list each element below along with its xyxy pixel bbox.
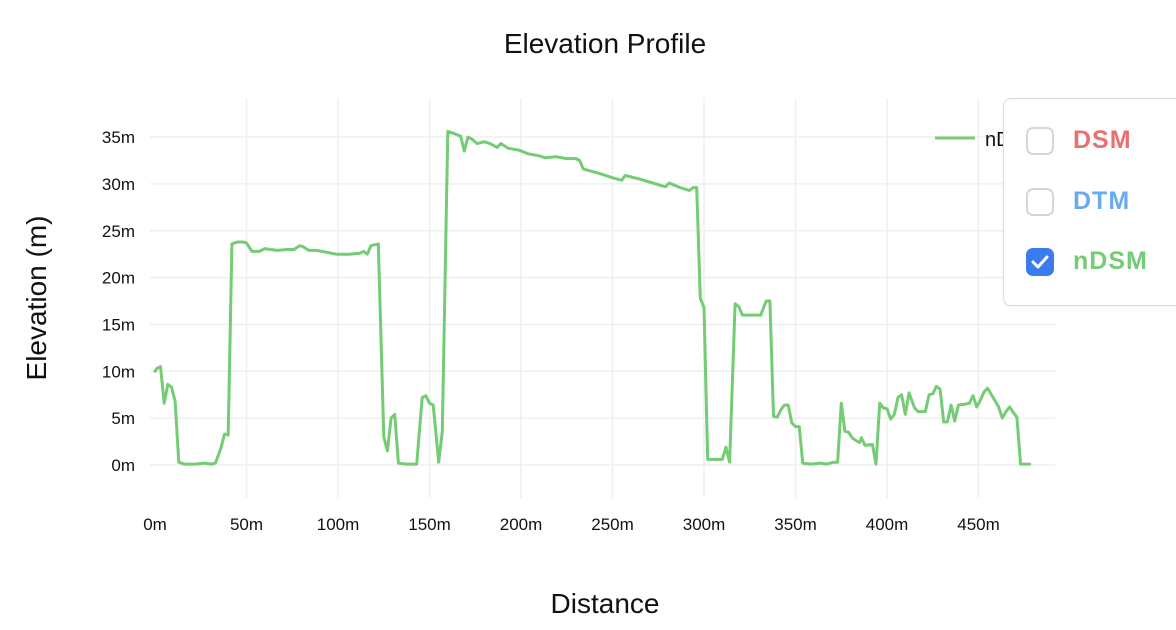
ndsm-series-line — [153, 129, 1032, 466]
svg-text:5m: 5m — [111, 409, 135, 428]
dtm-label: DTM — [1073, 187, 1131, 215]
dsm-checkbox[interactable] — [1026, 126, 1054, 155]
layer-toggle-panel: DSM DTM nDSM — [1003, 98, 1176, 306]
chart-title: Elevation Profile — [503, 28, 707, 59]
dtm-checkbox[interactable] — [1026, 187, 1054, 216]
layer-option-ndsm[interactable]: nDSM — [1026, 247, 1148, 276]
svg-text:200m: 200m — [500, 515, 543, 534]
x-axis-label: Distance — [550, 588, 660, 619]
svg-text:450m: 450m — [957, 515, 1000, 534]
grid-lines — [150, 98, 1055, 498]
layer-option-dsm[interactable]: DSM — [1026, 126, 1132, 155]
svg-text:30m: 30m — [102, 175, 135, 194]
svg-text:20m: 20m — [102, 269, 135, 288]
layer-option-dtm[interactable]: DTM — [1026, 187, 1130, 216]
svg-text:50m: 50m — [230, 515, 263, 534]
dsm-label: DSM — [1073, 126, 1132, 154]
svg-text:15m: 15m — [102, 315, 135, 334]
svg-text:250m: 250m — [591, 515, 634, 534]
svg-text:150m: 150m — [408, 515, 451, 534]
x-axis-ticks: 0m 50m 100m 150m 200m 250m 300m 350m 400m 450m — [143, 515, 1000, 534]
ndsm-label: nDSM — [1073, 247, 1148, 275]
svg-text:10m: 10m — [102, 362, 135, 381]
svg-text:0m: 0m — [143, 515, 167, 534]
svg-text:350m: 350m — [774, 515, 817, 534]
svg-text:300m: 300m — [683, 515, 726, 534]
svg-text:100m: 100m — [317, 515, 360, 534]
y-axis-ticks: 0m 5m 10m 15m 20m 25m 30m 35m — [102, 128, 135, 475]
svg-text:25m: 25m — [102, 222, 135, 241]
svg-text:400m: 400m — [866, 515, 909, 534]
ndsm-checkbox[interactable] — [1026, 247, 1054, 276]
checkmark-icon — [1031, 255, 1049, 268]
svg-text:0m: 0m — [111, 456, 135, 475]
svg-text:35m: 35m — [102, 128, 135, 147]
